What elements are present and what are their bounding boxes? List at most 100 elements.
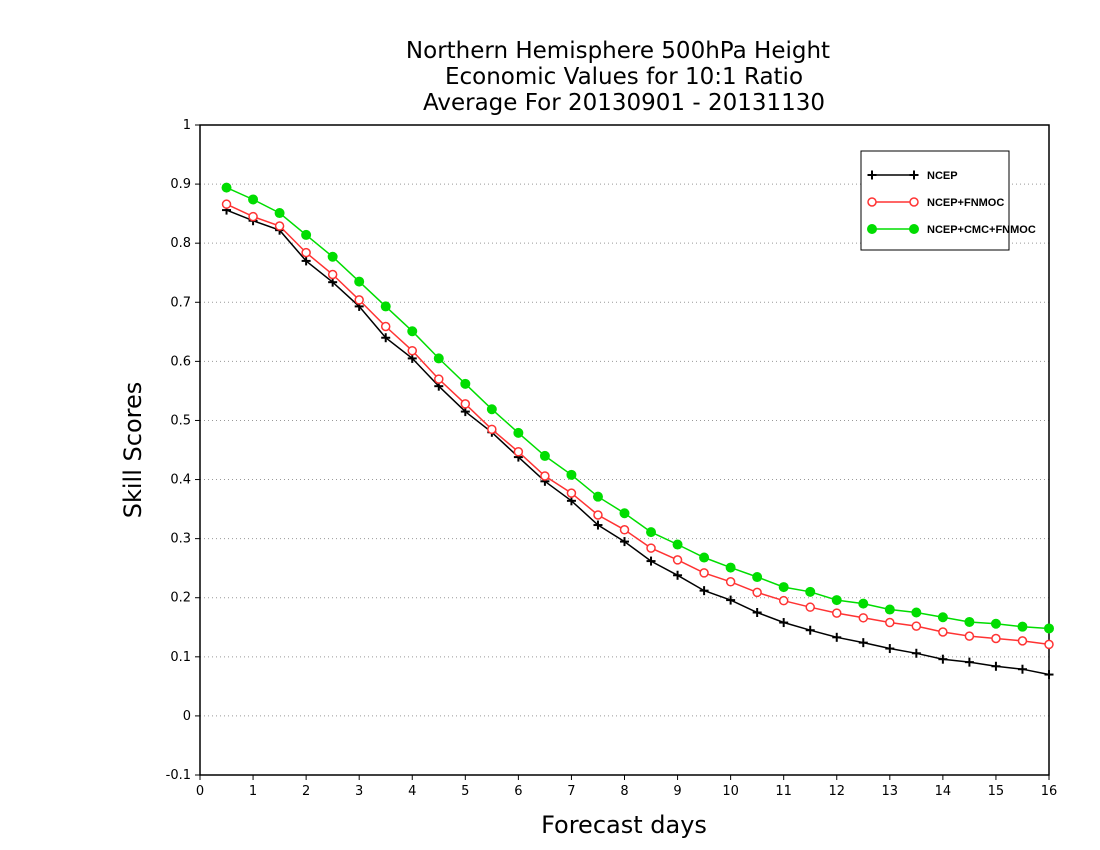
legend-marker-end: [909, 224, 919, 234]
data-point: [778, 595, 789, 606]
data-point: [354, 295, 364, 305]
data-point: [805, 586, 816, 597]
series-line: [226, 209, 1050, 676]
y-axis-label: Skill Scores: [119, 382, 147, 519]
legend-marker-end: [909, 197, 919, 207]
data-point: [911, 621, 922, 631]
data-point: [858, 598, 869, 609]
series-ncep: [222, 205, 1054, 680]
data-point: [858, 613, 869, 623]
series-ncep-fnmoc: [221, 199, 1054, 650]
data-point: [619, 525, 630, 535]
x-axis-label: Forecast days: [541, 811, 707, 839]
x-tick-label: 2: [302, 784, 310, 799]
data-point: [274, 208, 285, 219]
data-point: [354, 276, 365, 287]
data-point: [301, 247, 311, 258]
data-point: [221, 199, 232, 209]
chart-title: Northern Hemisphere 500hPa Height Econom…: [406, 38, 830, 116]
data-point: [964, 631, 975, 641]
x-tick-label: 3: [355, 784, 363, 799]
x-tick-label: 7: [567, 784, 575, 799]
data-point: [619, 508, 630, 519]
data-point: [274, 221, 285, 231]
y-tick-label: 0: [183, 709, 191, 724]
data-point: [566, 469, 577, 480]
x-tick-label: 5: [461, 784, 469, 799]
data-point: [486, 404, 497, 415]
data-point: [381, 333, 391, 343]
data-point: [964, 616, 975, 627]
data-point: [752, 608, 762, 617]
data-point: [699, 586, 709, 596]
legend: NCEP NCEP+FNMOC NCEP+CMC+FNMOC: [860, 150, 1036, 251]
data-point: [699, 552, 710, 563]
data-point: [434, 374, 444, 384]
x-tick-label: 4: [408, 784, 416, 799]
data-point: [938, 627, 948, 637]
y-tick-label: 0.3: [170, 532, 191, 547]
legend-marker-start: [867, 170, 877, 180]
data-point: [884, 604, 895, 615]
data-point: [673, 570, 683, 580]
data-point: [540, 471, 550, 481]
data-point: [248, 194, 259, 205]
data-point: [990, 618, 1001, 629]
data-point: [539, 450, 550, 461]
chart-title-line-1: Northern Hemisphere 500hPa Height: [406, 38, 830, 64]
legend-item: NCEP: [867, 170, 958, 182]
axes: -0.100.10.20.30.40.50.60.70.80.910 1 2 3 4 5 6…: [166, 118, 1058, 799]
data-point: [301, 256, 311, 266]
data-point: [778, 582, 789, 593]
data-point: [407, 326, 418, 337]
data-point: [620, 537, 629, 547]
legend-label: NCEP: [927, 170, 958, 182]
data-point: [752, 572, 763, 583]
y-tick-label: 0.1: [170, 650, 191, 665]
data-point: [991, 661, 1001, 671]
x-tick-label: 6: [514, 784, 522, 799]
data-point: [779, 618, 789, 628]
x-tick-label: 12: [828, 784, 845, 799]
data-point: [938, 654, 948, 664]
data-point: [937, 612, 948, 623]
data-point: [513, 427, 524, 438]
data-point: [726, 595, 736, 605]
legend-marker-start: [867, 224, 877, 234]
chart-title-line-2: Economic Values for 10:1 Ratio: [445, 64, 803, 90]
legend-item: NCEP+CMC+FNMOC: [867, 224, 1036, 236]
data-point: [407, 345, 417, 356]
x-tick-label: 16: [1041, 784, 1058, 799]
x-tick-label: 15: [988, 784, 1005, 799]
data-point: [646, 527, 657, 538]
x-tick-label: 0: [196, 784, 204, 799]
legend-label: NCEP+FNMOC: [927, 197, 1004, 209]
data-point: [327, 251, 338, 262]
data-point: [752, 587, 762, 598]
data-point: [858, 638, 868, 648]
data-point: [566, 488, 577, 498]
x-tick-label: 1: [249, 784, 257, 799]
legend-box: [860, 150, 1010, 251]
x-tick-label: 13: [882, 784, 899, 799]
data-point: [991, 633, 1001, 644]
data-point: [1017, 664, 1027, 674]
data-point: [487, 424, 497, 435]
data-point: [1044, 670, 1054, 680]
data-point: [1017, 636, 1028, 646]
data-point: [1044, 623, 1054, 634]
plot-frame: [199, 124, 1050, 776]
data-point: [460, 399, 471, 409]
x-tick-label: 9: [673, 784, 681, 799]
series-line: [226, 186, 1050, 630]
y-tick-label: -0.1: [166, 768, 191, 783]
data-point: [513, 447, 524, 457]
data-point: [380, 321, 391, 332]
y-tick-label: 0.9: [170, 177, 191, 192]
x-tick-label: 11: [775, 784, 792, 799]
data-point: [725, 562, 736, 573]
data-point: [1044, 639, 1054, 650]
data-point: [646, 543, 656, 553]
y-tick-label: 0.5: [170, 413, 191, 428]
